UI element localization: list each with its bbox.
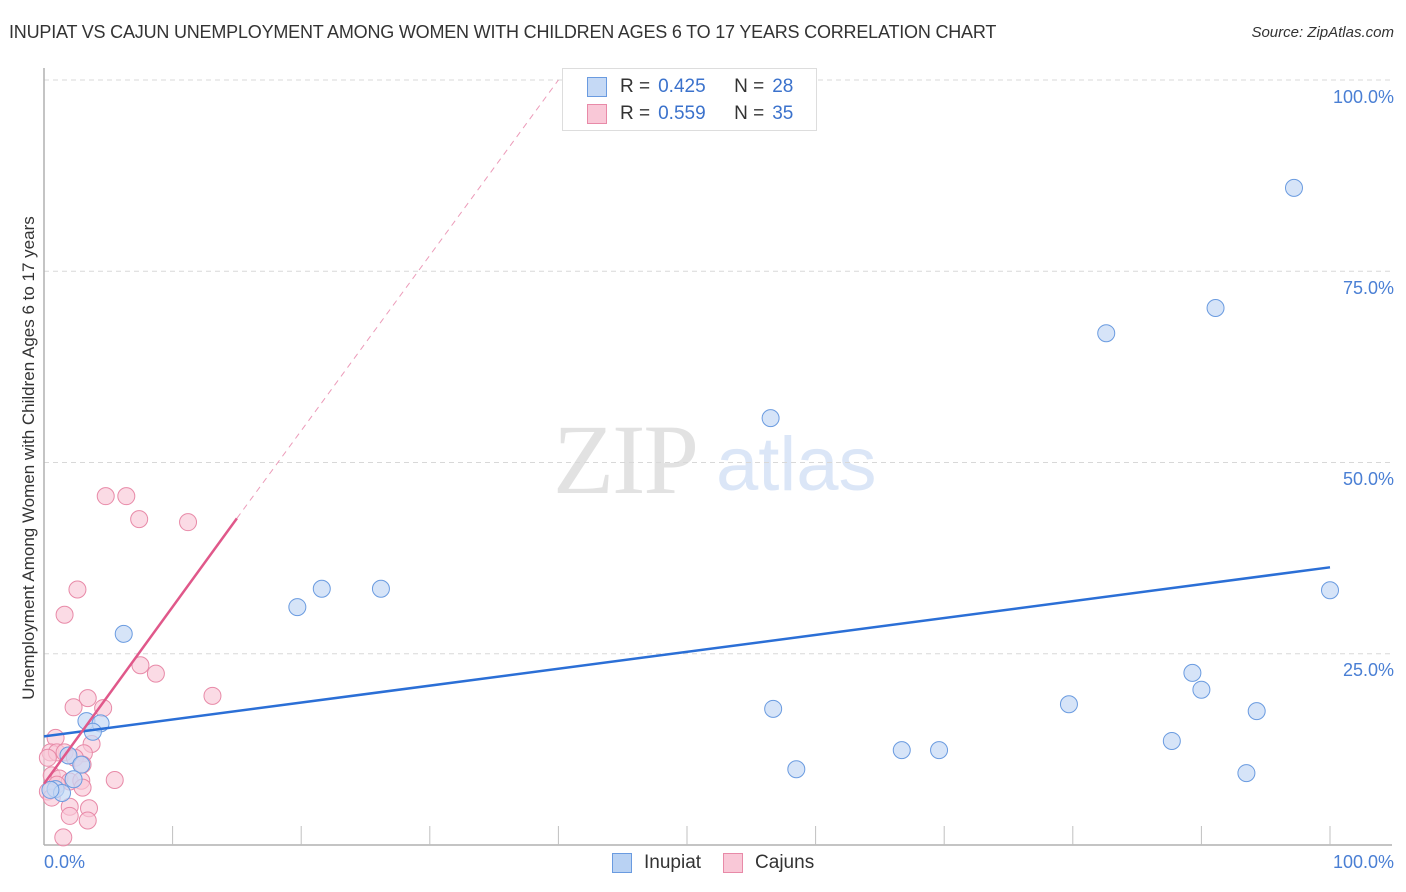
r-label: R = (620, 76, 651, 97)
y-tick-100: 100.0% (1332, 87, 1394, 107)
source-attribution: Source: ZipAtlas.com (1251, 24, 1394, 41)
y-tick-25: 25.0% (1342, 660, 1394, 680)
chart-title: INUPIAT VS CAJUN UNEMPLOYMENT AMONG WOME… (9, 22, 997, 42)
correlation-legend: R = 0.425 N = 28 R = 0.559 N = 35 (562, 68, 817, 131)
legend-label: Inupiat (644, 852, 702, 873)
legend-row-cajuns: R = 0.559 N = 35 (587, 103, 793, 125)
legend-item-cajuns[interactable]: Cajuns (723, 852, 814, 874)
x-tick-0: 0.0% (44, 852, 86, 872)
watermark-zip: ZIP (553, 404, 699, 515)
n-value: 35 (772, 103, 794, 124)
n-label: N = (734, 103, 765, 124)
r-value: 0.559 (658, 103, 706, 124)
axes (43, 68, 1392, 846)
n-value: 28 (772, 76, 794, 97)
gridlines (44, 79, 1392, 655)
legend-row-inupiat: R = 0.425 N = 28 (587, 76, 793, 98)
legend-label: Cajuns (755, 852, 815, 873)
y-axis-label: Unemployment Among Women with Children A… (19, 216, 38, 700)
legend-item-inupiat[interactable]: Inupiat (612, 852, 701, 874)
watermark-atlas: atlas (716, 422, 877, 507)
cajun-swatch-icon (723, 853, 744, 873)
inupiat-swatch-icon (612, 853, 632, 873)
x-tick-100: 100.0% (1332, 852, 1394, 872)
y-tick-75: 75.0% (1342, 278, 1394, 298)
y-tick-50: 50.0% (1342, 469, 1394, 489)
cajun-swatch-icon (587, 104, 607, 124)
series-legend: Inupiat Cajuns (612, 852, 836, 874)
inupiat-points (41, 178, 1339, 802)
n-label: N = (734, 76, 765, 97)
trendlines (42, 79, 1331, 785)
inupiat-swatch-icon (587, 77, 607, 97)
r-label: R = (620, 103, 651, 124)
r-value: 0.425 (658, 76, 706, 97)
